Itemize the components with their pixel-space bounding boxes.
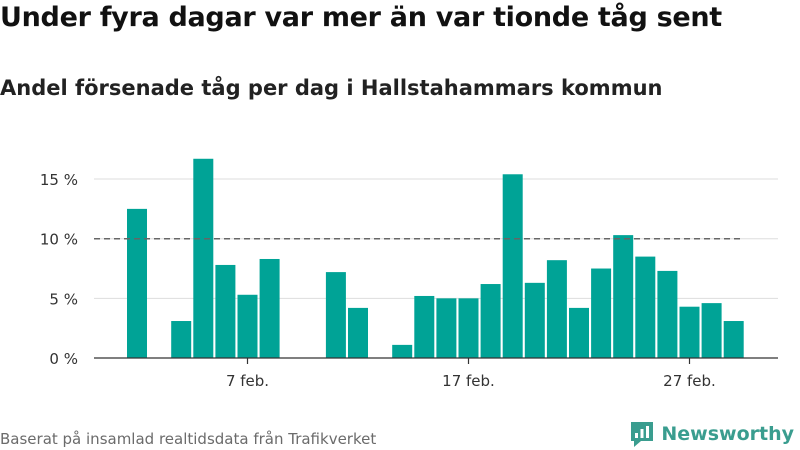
chart-subtitle: Andel försenade tåg per dag i Hallstaham… (0, 76, 663, 100)
bar (546, 260, 567, 358)
bar (657, 270, 678, 358)
bar (480, 284, 501, 358)
bar-chart: 0 % 5 % 10 % 15 % 7 feb. 17 feb. 27 feb. (40, 158, 778, 390)
y-tick-label: 10 % (40, 231, 78, 249)
bar (259, 258, 280, 358)
bar (635, 256, 656, 358)
bar (569, 307, 589, 358)
bar (127, 208, 147, 358)
x-tick-label: 7 feb. (226, 372, 269, 390)
brand-logo: Newsworthy (629, 420, 794, 448)
bar (193, 158, 214, 358)
bar (613, 235, 634, 358)
y-tick-label: 15 % (40, 171, 78, 189)
bar (679, 306, 700, 358)
chart-title: Under fyra dagar var mer än var tionde t… (0, 2, 722, 33)
bar (392, 344, 413, 358)
bar (502, 174, 523, 358)
newsworthy-logo-icon (631, 422, 654, 447)
bar (723, 321, 744, 358)
bar (436, 298, 457, 358)
x-tick-label: 27 feb. (663, 372, 716, 390)
bar (171, 321, 192, 358)
bar (458, 298, 479, 358)
bar (237, 294, 258, 358)
bar (414, 295, 435, 358)
bar (591, 268, 612, 358)
bar (325, 272, 346, 358)
bar (701, 303, 722, 358)
y-tick-label: 0 % (49, 350, 78, 368)
brand-name: Newsworthy (661, 423, 794, 445)
y-tick-label: 5 % (49, 290, 78, 308)
bar (348, 307, 368, 358)
x-tick-label: 17 feb. (442, 372, 495, 390)
bar (215, 264, 236, 358)
source-note: Baserat på insamlad realtidsdata från Tr… (0, 430, 377, 448)
bar (524, 282, 545, 358)
